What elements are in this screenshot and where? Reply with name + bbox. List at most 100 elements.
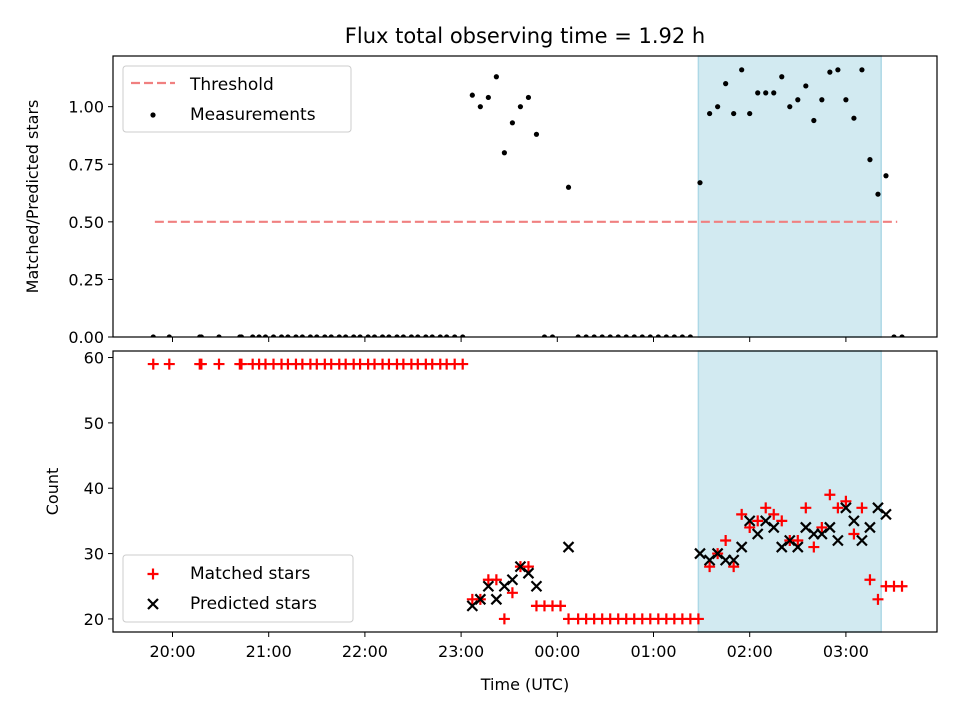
predicted-star-point xyxy=(792,541,804,553)
predicted-star-point xyxy=(840,502,852,514)
matched-star-point xyxy=(213,358,225,370)
legend-threshold-label: Threshold xyxy=(189,75,274,95)
bottom-legend-box xyxy=(122,554,354,623)
measurement-point xyxy=(386,334,392,337)
measurement-point xyxy=(166,334,172,337)
measurement-point xyxy=(631,334,637,337)
measurement-point xyxy=(575,334,581,337)
measurement-point xyxy=(687,334,693,337)
measurement-point xyxy=(293,334,299,337)
measurement-point xyxy=(883,173,889,179)
matched-star-point xyxy=(563,613,575,625)
measurement-point xyxy=(899,334,905,337)
measurement-point xyxy=(591,334,597,337)
measurement-point xyxy=(371,334,378,337)
shaded-span-top xyxy=(697,55,882,338)
measurement-point xyxy=(351,334,357,337)
measurement-point xyxy=(429,334,435,337)
measurement-point xyxy=(583,334,589,337)
measurement-point xyxy=(299,334,305,337)
xtick-label: 22:00 xyxy=(342,642,388,661)
legend-measurement-swatch xyxy=(150,112,156,118)
predicted-star-point xyxy=(506,573,519,586)
measurement-point xyxy=(408,334,414,337)
matched-star-point xyxy=(506,587,518,599)
bottom-ytick-label: 60 xyxy=(84,349,104,368)
bottom-ytick-label: 40 xyxy=(84,479,104,498)
measurement-point xyxy=(328,334,334,337)
xtick-label: 02:00 xyxy=(727,642,773,661)
top-plot-area xyxy=(150,67,905,337)
measurement-point xyxy=(731,110,737,117)
legend-matched-label: Matched stars xyxy=(190,564,310,584)
measurement-point xyxy=(779,74,785,80)
measurement-point xyxy=(509,120,516,126)
matched-star-point xyxy=(808,541,820,553)
measurement-point xyxy=(867,157,873,163)
measurement-point xyxy=(811,117,817,124)
predicted-star-point xyxy=(880,508,892,521)
predicted-star-point xyxy=(856,534,868,547)
matched-star-point xyxy=(555,600,567,612)
matched-star-point xyxy=(522,561,534,573)
measurement-point xyxy=(739,67,745,73)
matched-star-point xyxy=(490,574,502,586)
matched-star-point xyxy=(163,358,175,370)
matched-star-point xyxy=(896,580,908,592)
matched-star-point xyxy=(720,535,732,547)
top-legend-box xyxy=(122,65,352,133)
measurement-point xyxy=(607,334,613,337)
measurement-point xyxy=(379,334,386,337)
matched-star-point xyxy=(792,535,804,547)
matched-star-point xyxy=(692,613,704,625)
measurement-point xyxy=(533,131,540,137)
measurement-point xyxy=(723,81,729,87)
xtick-label: 23:00 xyxy=(438,642,484,661)
bottom-ytick-label: 20 xyxy=(84,610,104,629)
bottom-ytick-label: 30 xyxy=(84,545,104,564)
measurement-point xyxy=(671,334,677,337)
measurement-point xyxy=(623,334,629,337)
measurement-point xyxy=(423,334,429,337)
measurement-point xyxy=(460,334,466,337)
measurement-point xyxy=(835,67,841,73)
xlabel: Time (UTC) xyxy=(480,675,569,694)
matched-star-point xyxy=(776,515,788,527)
matched-star-point xyxy=(760,502,772,514)
legend-predicted-swatch xyxy=(147,598,159,610)
predicted-star-point xyxy=(824,521,836,534)
predicted-star-point xyxy=(751,528,764,540)
measurement-point xyxy=(771,90,777,96)
matched-star-point xyxy=(736,508,748,520)
measurement-point xyxy=(150,334,156,337)
bottom-ylabel: Count xyxy=(43,468,62,516)
measurement-point xyxy=(851,115,857,121)
top-ytick-label: 0.50 xyxy=(68,213,104,232)
measurement-point xyxy=(715,104,721,110)
measurement-point xyxy=(278,334,285,337)
bottom-plot-area xyxy=(147,358,908,625)
measurement-point xyxy=(444,334,450,337)
top-ytick-label: 1.00 xyxy=(68,98,104,117)
measurement-point xyxy=(322,334,328,337)
measurement-point xyxy=(270,334,277,337)
bottom-axes-frame xyxy=(112,350,938,633)
measurement-point xyxy=(238,334,245,337)
matched-star-point xyxy=(840,495,852,507)
matched-star-point xyxy=(848,528,860,540)
xtick-label: 20:00 xyxy=(149,642,195,661)
measurement-point xyxy=(365,334,371,337)
matched-star-point xyxy=(752,515,764,527)
measurement-point xyxy=(400,334,406,337)
predicted-star-point xyxy=(727,554,740,566)
predicted-star-point xyxy=(832,534,844,547)
measurement-point xyxy=(795,97,801,103)
predicted-star-point xyxy=(474,593,487,606)
chart-title: Flux total observing time = 1.92 h xyxy=(345,24,705,48)
measurement-point xyxy=(469,92,475,98)
measurement-point xyxy=(415,334,421,337)
predicted-star-point xyxy=(848,515,860,527)
measurement-point xyxy=(647,334,653,337)
bottom-ytick-label: 50 xyxy=(84,414,104,433)
